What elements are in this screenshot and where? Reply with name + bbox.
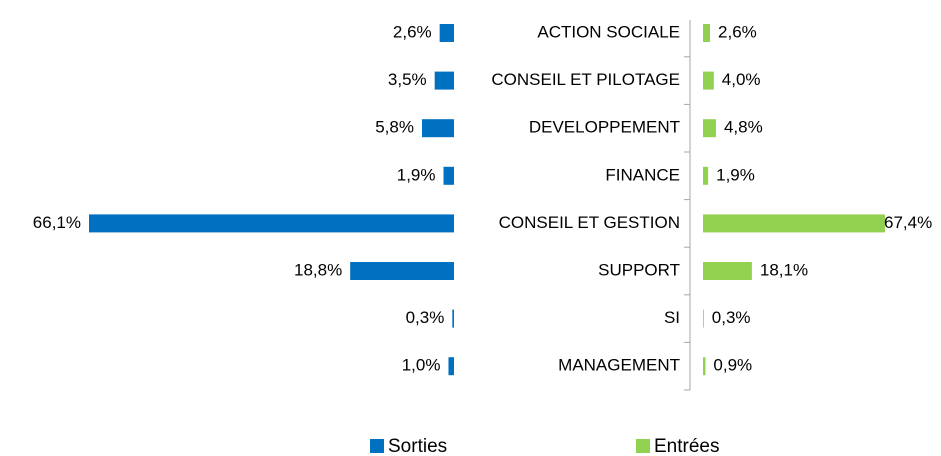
category-label: ACTION SOCIALE — [537, 22, 680, 41]
value-label: 0,3% — [406, 308, 445, 327]
value-label: 3,5% — [388, 70, 427, 89]
value-label: 18,8% — [294, 260, 342, 279]
value-label: 0,3% — [712, 308, 751, 327]
value-label: 67,4% — [884, 213, 932, 232]
value-label: 0,9% — [713, 356, 752, 375]
value-label: 1,0% — [402, 356, 441, 375]
bar — [443, 166, 454, 185]
value-label: 2,6% — [393, 22, 432, 41]
legend-swatch — [636, 439, 650, 453]
bar — [703, 166, 709, 185]
category-label: SI — [664, 308, 680, 327]
value-label: 4,8% — [724, 118, 763, 137]
bar — [421, 119, 454, 138]
category-label: SUPPORT — [598, 260, 680, 279]
bar — [703, 214, 885, 233]
bar — [448, 357, 454, 376]
bar — [439, 24, 454, 42]
category-label: DEVELOPPEMENT — [529, 118, 680, 137]
bar — [703, 119, 716, 138]
bar — [434, 71, 454, 90]
legend-label: Sorties — [388, 436, 447, 456]
bar — [703, 357, 706, 376]
bar — [350, 262, 454, 280]
bar — [452, 309, 454, 328]
value-label: 4,0% — [722, 70, 761, 89]
value-label: 66,1% — [33, 213, 81, 232]
legend-label: Entrées — [654, 436, 719, 456]
value-label: 2,6% — [718, 22, 757, 41]
category-label: FINANCE — [605, 165, 680, 184]
bar — [703, 262, 752, 280]
value-label: 1,9% — [716, 165, 755, 184]
value-label: 1,9% — [397, 165, 436, 184]
category-label: MANAGEMENT — [558, 356, 680, 375]
bar — [703, 24, 711, 42]
value-label: 18,1% — [760, 260, 808, 279]
bar — [703, 71, 714, 90]
category-label: CONSEIL ET GESTION — [499, 213, 680, 232]
category-label: CONSEIL ET PILOTAGE — [491, 70, 680, 89]
bar — [89, 214, 454, 233]
value-label: 5,8% — [375, 118, 414, 137]
bar — [703, 309, 704, 328]
legend-swatch — [370, 439, 384, 453]
